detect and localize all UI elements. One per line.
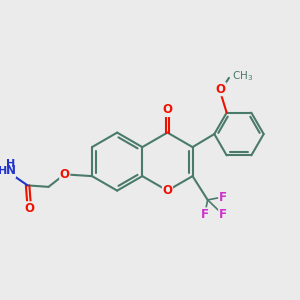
Text: H: H: [0, 166, 7, 176]
Text: O: O: [24, 202, 34, 215]
Text: O: O: [216, 83, 226, 96]
Text: F: F: [201, 208, 209, 221]
Text: O: O: [162, 184, 172, 197]
Text: CH$_3$: CH$_3$: [232, 70, 254, 83]
Text: O: O: [60, 168, 70, 181]
Text: N: N: [5, 164, 16, 177]
Text: O: O: [162, 103, 172, 116]
Text: F: F: [219, 190, 227, 203]
Text: F: F: [219, 208, 227, 221]
Text: H: H: [6, 159, 15, 169]
